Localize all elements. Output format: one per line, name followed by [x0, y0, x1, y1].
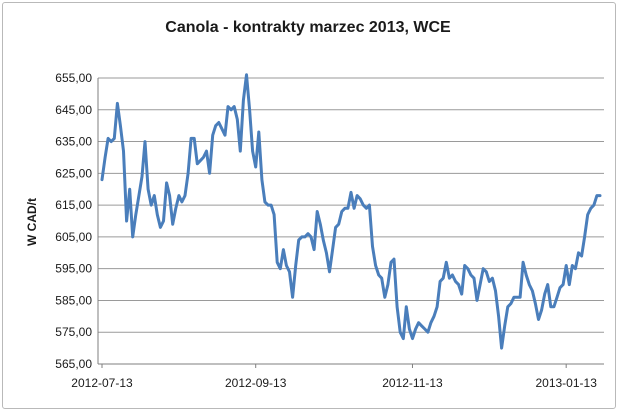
x-tick-labels: 2012-07-13 2012-09-13 2012-11-13 2013-01-13 [71, 376, 597, 390]
y-tick-label: 585,00 [55, 293, 92, 307]
y-tick-label: 565,00 [55, 357, 92, 371]
x-tick-label: 2012-07-13 [71, 376, 133, 390]
x-tick-label: 2012-09-13 [225, 376, 287, 390]
y-tick-label: 655,00 [55, 71, 92, 85]
y-tick-labels: 565,00 575,00 585,00 595,00 605,00 615,00 625,… [55, 71, 92, 371]
axes [97, 78, 604, 368]
y-tick-label: 595,00 [55, 262, 92, 276]
y-axis-label: W CAD/t [25, 198, 39, 246]
x-tick-label: 2013-01-13 [535, 376, 597, 390]
y-tick-label: 605,00 [55, 230, 92, 244]
chart-title: Canola - kontrakty marzec 2013, WCE [165, 19, 451, 36]
price-line [100, 73, 602, 350]
y-tick-label: 615,00 [55, 198, 92, 212]
series [100, 73, 602, 350]
y-tick-label: 635,00 [55, 135, 92, 149]
y-tick-label: 645,00 [55, 103, 92, 117]
x-tick-label: 2012-11-13 [382, 376, 443, 390]
y-tick-label: 575,00 [55, 325, 92, 339]
y-tick-label: 625,00 [55, 166, 92, 180]
